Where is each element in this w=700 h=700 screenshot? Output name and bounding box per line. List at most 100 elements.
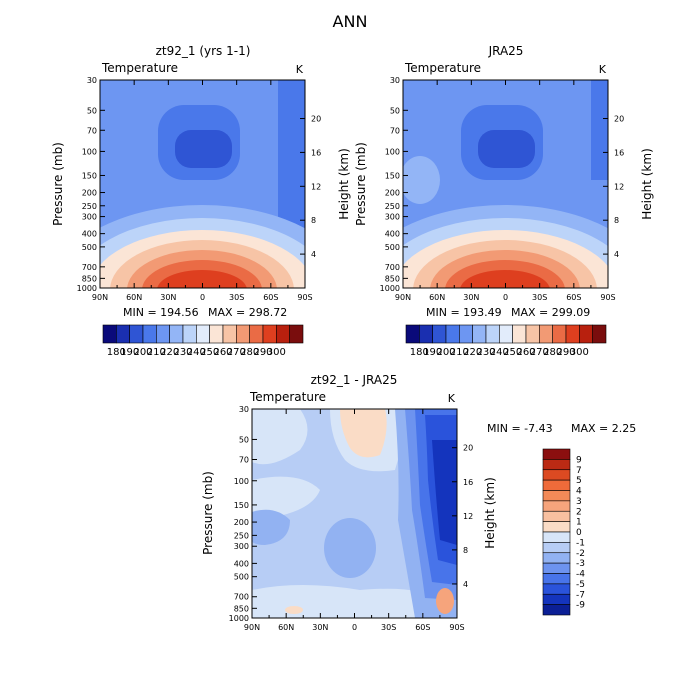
x-tick-label: 0 <box>352 623 357 632</box>
colorbar-label: 240 <box>490 347 509 358</box>
colorbar-box <box>542 542 571 554</box>
y-tick-label: 500 <box>234 573 249 582</box>
panel-diff-ylabel-right: Height (km) <box>483 477 497 548</box>
colorbar-label: 260 <box>516 347 535 358</box>
colorbar-label: -4 <box>576 570 585 580</box>
y-tick-label: 200 <box>385 189 400 198</box>
y-tick-label: 850 <box>234 604 249 613</box>
x-tick-label: 90S <box>600 293 615 302</box>
panel-diff-field <box>252 409 457 618</box>
figure-title: ANN <box>333 12 368 31</box>
x-tick-label: 30N <box>312 623 328 632</box>
colorbar-box <box>542 479 571 491</box>
colorbar-label: 220 <box>463 347 482 358</box>
y-tick-label: 500 <box>82 243 97 252</box>
y-tick-label: 250 <box>234 531 249 540</box>
panel-diff-title: zt92_1 - JRA25 <box>311 373 398 387</box>
x-tick-label: 0 <box>200 293 205 302</box>
colorbar-label: -3 <box>576 559 585 569</box>
colorbar-label: 260 <box>213 347 232 358</box>
contour-band <box>157 270 247 288</box>
colorbar-box <box>512 324 527 344</box>
contour-band <box>340 409 387 458</box>
y-tick-label: 30 <box>87 76 97 85</box>
colorbar-box <box>542 448 571 460</box>
panel-diff: zt92_1 - JRA25 Temperature K 90N 60N 30N 0 3… <box>201 373 636 632</box>
panel-obs-field <box>403 80 608 288</box>
panel-model-max: MAX = 298.72 <box>208 306 287 319</box>
colorbar-box <box>525 324 540 344</box>
panel-obs-axes: 90N 60N 30N 0 30S 60S 90S 30 50 70 100 150 200 250 300… <box>380 76 625 302</box>
panel-model-min: MIN = 194.56 <box>123 306 199 319</box>
y-tick-label: 300 <box>82 213 97 222</box>
panel-model: zt92_1 (yrs 1-1) Temperature K 90N 60N 30N… <box>51 44 351 358</box>
contour-band <box>252 509 290 545</box>
x-tick-label: 90S <box>449 623 464 632</box>
x-tick-label: 30N <box>160 293 176 302</box>
x-tick-label: 30N <box>463 293 479 302</box>
panel-obs-ylabel-right: Height (km) <box>640 148 654 219</box>
colorbar-label: 280 <box>240 347 259 358</box>
height-tick-label: 8 <box>463 546 468 555</box>
y-tick-label: 70 <box>390 126 400 135</box>
height-tick-label: 16 <box>614 148 624 157</box>
colorbar-label: 300 <box>570 347 589 358</box>
colorbar-box <box>565 324 580 344</box>
colorbar-box <box>156 324 170 344</box>
colorbar-box <box>209 324 224 344</box>
colorbar-box <box>102 324 117 344</box>
colorbar-box <box>142 324 157 344</box>
colorbar-box <box>196 324 210 344</box>
colorbar-label: 270 <box>530 347 549 358</box>
height-tick-label: 16 <box>311 148 321 157</box>
colorbar-label: 3 <box>576 497 582 507</box>
y-tick-label: 100 <box>234 477 249 486</box>
panel-diff-ylabel: Pressure (mb) <box>201 471 215 555</box>
colorbar-box <box>542 531 571 543</box>
colorbar-box <box>405 324 420 344</box>
panel-obs-units: K <box>599 63 607 76</box>
colorbar-label: 220 <box>160 347 179 358</box>
y-tick-label: 30 <box>239 405 249 414</box>
panel-diff-axes: 90N 60N 30N 0 30S 60S 90S 30 50 70 100 150 200 250 300… <box>229 405 474 632</box>
contour-band <box>436 588 454 614</box>
y-tick-label: 400 <box>234 559 249 568</box>
colorbar-box <box>552 324 567 344</box>
height-tick-label: 12 <box>311 182 321 191</box>
colorbar-box <box>249 324 264 344</box>
colorbar-label: 210 <box>450 347 469 358</box>
y-tick-label: 100 <box>385 147 400 156</box>
contour-band <box>175 130 232 168</box>
x-tick-label: 60S <box>263 293 278 302</box>
y-tick-label: 100 <box>82 147 97 156</box>
height-tick-label: 16 <box>463 478 473 487</box>
colorbar-box <box>276 324 290 344</box>
colorbar-label: 250 <box>200 347 219 358</box>
colorbar-label: 290 <box>556 347 575 358</box>
colorbar-label: -1 <box>576 538 585 548</box>
contour-band <box>278 80 305 230</box>
colorbar-box <box>542 510 571 522</box>
panel-model-units: K <box>296 63 304 76</box>
y-tick-label: 1000 <box>380 284 400 293</box>
colorbar-box <box>592 324 607 344</box>
y-tick-label: 700 <box>82 263 97 272</box>
colorbar-box <box>542 490 571 502</box>
y-tick-label: 70 <box>87 126 97 135</box>
panel-model-ylabel: Pressure (mb) <box>51 142 65 226</box>
colorbar-label: 230 <box>173 347 192 358</box>
height-tick-label: 20 <box>311 115 321 124</box>
y-tick-label: 400 <box>82 230 97 239</box>
colorbar-label: 2 <box>576 507 582 517</box>
y-tick-label: 50 <box>87 106 97 115</box>
x-tick-label: 0 <box>503 293 508 302</box>
colorbar-label: 290 <box>253 347 272 358</box>
colorbar-label: 9 <box>576 455 582 465</box>
colorbar-label: 300 <box>267 347 286 358</box>
contour-band <box>285 606 303 614</box>
colorbar-box <box>182 324 197 344</box>
panel-model-ylabel-right: Height (km) <box>337 148 351 219</box>
colorbar-label: 190 <box>423 347 442 358</box>
colorbar-label: -9 <box>576 601 585 611</box>
